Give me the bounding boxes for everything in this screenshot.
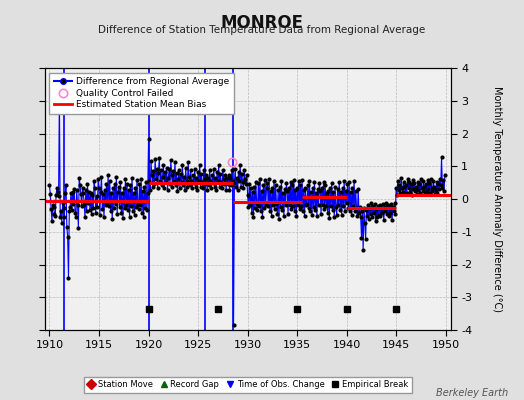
Y-axis label: Monthly Temperature Anomaly Difference (°C): Monthly Temperature Anomaly Difference (…	[492, 86, 501, 312]
Legend: Station Move, Record Gap, Time of Obs. Change, Empirical Break: Station Move, Record Gap, Time of Obs. C…	[84, 377, 411, 393]
Text: MONROE: MONROE	[221, 14, 303, 32]
Text: Berkeley Earth: Berkeley Earth	[436, 388, 508, 398]
Text: Difference of Station Temperature Data from Regional Average: Difference of Station Temperature Data f…	[99, 25, 425, 35]
